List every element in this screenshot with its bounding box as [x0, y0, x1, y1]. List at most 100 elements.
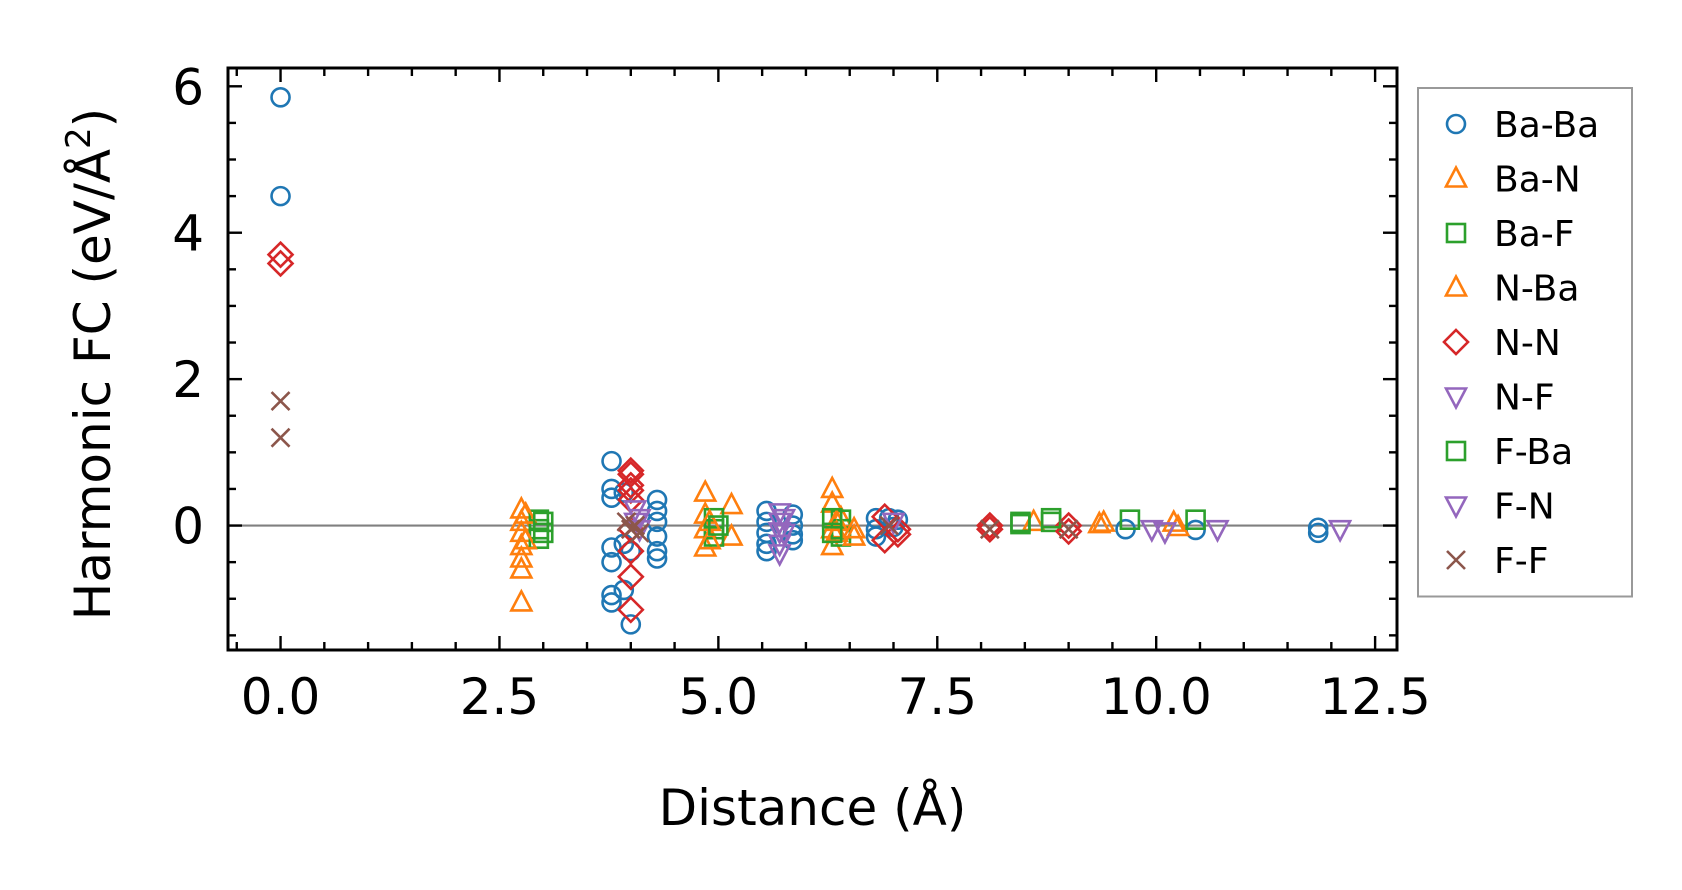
data-point	[620, 614, 642, 635]
x-tick-label: 10.0	[1101, 668, 1212, 726]
data-point	[266, 249, 295, 278]
data-point	[708, 515, 729, 536]
legend-marker	[1443, 496, 1469, 520]
data-point	[821, 522, 843, 544]
data-point	[1010, 511, 1031, 533]
data-point	[270, 391, 291, 412]
legend-marker	[1443, 387, 1469, 411]
data-point	[1205, 519, 1230, 543]
legend-label: N-N	[1494, 323, 1561, 364]
legend-entry: F-F	[1446, 541, 1548, 582]
legend-label: Ba-Ba	[1494, 105, 1599, 146]
data-point	[1327, 519, 1353, 543]
data-point	[646, 526, 668, 547]
data-point	[1307, 522, 1329, 544]
data-point	[821, 507, 843, 529]
legend-marker	[1442, 328, 1470, 356]
data-point	[532, 511, 554, 533]
data-point	[1091, 508, 1116, 532]
data-point	[270, 86, 291, 108]
data-point	[979, 519, 1000, 540]
data-point	[884, 520, 912, 549]
y-tick-label: 4	[172, 205, 204, 263]
legend-marker	[1443, 164, 1469, 188]
legend-entry: N-Ba	[1443, 269, 1579, 310]
data-point	[627, 508, 652, 533]
plot-area	[228, 86, 1397, 635]
axes: 0.0 2.5 5.0 7.5 10.0 12.5 0 2 4 6 Distance (Å) Harm…	[59, 58, 1431, 837]
data-point	[616, 595, 645, 624]
data-point	[756, 540, 777, 562]
legend-entry: N-F	[1443, 378, 1555, 419]
data-point	[532, 522, 554, 544]
data-point	[270, 185, 291, 207]
legend-label: N-F	[1494, 378, 1555, 419]
series-f-f	[270, 391, 1079, 543]
data-point	[646, 540, 668, 562]
data-point	[693, 478, 718, 502]
data-point	[513, 526, 538, 550]
data-point	[1185, 509, 1206, 530]
data-point	[1058, 519, 1079, 540]
data-point	[646, 548, 668, 569]
legend-marker	[1445, 113, 1467, 135]
legend-marker	[1443, 273, 1469, 297]
series-f-ba	[532, 507, 1062, 544]
legend-label: Ba-N	[1494, 160, 1581, 201]
data-point	[865, 526, 887, 547]
data-point	[1087, 510, 1112, 534]
x-tick-label: 12.5	[1319, 668, 1430, 726]
data-point	[1040, 507, 1062, 529]
data-point	[1161, 508, 1186, 532]
x-tick-label: 2.5	[460, 668, 540, 726]
legend-label: F-F	[1494, 541, 1548, 582]
data-point	[756, 533, 777, 555]
data-point	[887, 509, 909, 530]
data-point	[270, 427, 291, 448]
data-point	[601, 551, 622, 573]
data-point	[697, 526, 722, 550]
data-point	[782, 529, 804, 551]
data-point	[771, 523, 797, 547]
data-point	[879, 515, 900, 536]
legend-marker	[1446, 550, 1466, 570]
data-point	[509, 588, 534, 612]
data-point	[1139, 519, 1164, 543]
data-point	[601, 450, 622, 472]
x-axis-title: Distance (Å)	[659, 779, 967, 837]
data-point	[841, 522, 867, 546]
data-point	[509, 544, 534, 568]
y-tick-label: 6	[172, 58, 204, 116]
data-point	[601, 584, 622, 606]
x-tick-label: 0.0	[241, 668, 321, 726]
data-point	[646, 489, 668, 511]
x-tick-label: 7.5	[898, 668, 978, 726]
legend-label: F-Ba	[1494, 432, 1573, 473]
legend-entry: Ba-N	[1443, 160, 1581, 201]
data-point	[719, 491, 744, 515]
plot-frame	[226, 66, 1399, 652]
data-point	[601, 537, 622, 558]
x-tick-label: 5.0	[679, 668, 759, 726]
data-point	[1119, 509, 1141, 530]
data-point	[767, 544, 792, 568]
data-point	[509, 495, 534, 519]
data-point	[756, 511, 777, 533]
legend-marker	[1445, 440, 1467, 462]
data-point	[601, 592, 622, 613]
data-point	[820, 475, 845, 499]
data-point	[771, 508, 797, 533]
data-point	[629, 522, 650, 543]
data-point	[616, 471, 645, 500]
data-point	[1152, 522, 1178, 546]
data-point	[841, 515, 867, 539]
y-tick-label: 2	[172, 351, 204, 409]
y-axis-title: Harmonic FC (eV/Å2)	[59, 108, 122, 620]
data-point	[616, 562, 645, 591]
legend-marker	[1445, 222, 1467, 244]
legend-entry: N-N	[1442, 323, 1561, 364]
legend-entry: F-N	[1443, 487, 1555, 528]
legend-label: Ba-F	[1494, 214, 1574, 255]
